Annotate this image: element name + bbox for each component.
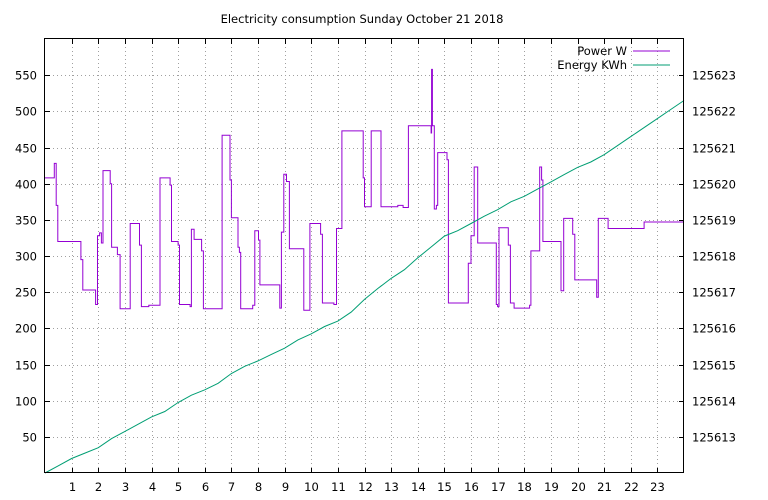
x-tick-label: 8 <box>255 480 262 494</box>
y-tick-label: 100 <box>15 395 37 409</box>
series-power-line <box>45 68 684 311</box>
x-tick-label: 15 <box>437 480 452 494</box>
y2-tick-label: 125613 <box>692 431 736 445</box>
y2-tick-label: 125614 <box>692 395 736 409</box>
grid-lines <box>45 39 684 473</box>
legend-label-energy: Energy KWh <box>557 58 627 72</box>
plot-frame <box>44 38 684 473</box>
y-tick-label: 300 <box>15 250 37 264</box>
x-tick-label: 3 <box>122 480 129 494</box>
x-tick-label: 13 <box>384 480 399 494</box>
x-tick-label: 1 <box>69 480 76 494</box>
y2-tick-label: 125620 <box>692 178 736 192</box>
x-tick-label: 20 <box>571 480 586 494</box>
y-tick-label: 350 <box>15 214 37 228</box>
chart-legend: Power W Energy KWh <box>557 44 670 72</box>
x-tick-label: 14 <box>411 480 426 494</box>
y2-tick-label: 125617 <box>692 286 736 300</box>
x-tick-label: 7 <box>228 480 235 494</box>
y2-tick-label: 125622 <box>692 105 736 119</box>
x-tick-label: 2 <box>95 480 102 494</box>
y-tick-label: 550 <box>15 69 37 83</box>
legend-label-power: Power W <box>577 44 627 58</box>
y-tick-label: 50 <box>22 431 37 445</box>
x-tick-label: 4 <box>149 480 156 494</box>
x-tick-label: 10 <box>304 480 319 494</box>
x-tick-label: 19 <box>544 480 559 494</box>
x-tick-label: 21 <box>597 480 612 494</box>
y2-tick-label: 125618 <box>692 250 736 264</box>
y-tick-label: 500 <box>15 105 37 119</box>
x-tick-label: 17 <box>491 480 506 494</box>
x-tick-label: 16 <box>464 480 479 494</box>
y-tick-label: 400 <box>15 178 37 192</box>
x-tick-label: 5 <box>175 480 182 494</box>
series-energy-line <box>44 100 685 474</box>
x-tick-label: 18 <box>517 480 532 494</box>
x-tick-label: 6 <box>202 480 209 494</box>
y2-tick-label: 125623 <box>692 69 736 83</box>
y-tick-label: 150 <box>15 359 37 373</box>
x-tick-label: 11 <box>331 480 346 494</box>
y2-tick-label: 125619 <box>692 214 736 228</box>
y-tick-label: 200 <box>15 322 37 336</box>
x-tick-label: 22 <box>624 480 639 494</box>
x-tick-label: 23 <box>650 480 665 494</box>
series-layer <box>44 68 685 474</box>
y2-tick-label: 125616 <box>692 322 736 336</box>
y2-tick-label: 125615 <box>692 359 736 373</box>
x-tick-label: 12 <box>358 480 373 494</box>
y-tick-label: 250 <box>15 286 37 300</box>
y2-tick-label: 125621 <box>692 142 736 156</box>
y-tick-label: 450 <box>15 142 37 156</box>
x-tick-label: 9 <box>282 480 289 494</box>
tick-labels: 1 2 3 4 5 6 7 8 9 10 11 12 13 14 15 16 17 18 19 20 21 22 23501… <box>15 69 736 495</box>
axis-ticks <box>45 39 684 473</box>
chart-title: Electricity consumption Sunday October 2… <box>221 12 504 26</box>
